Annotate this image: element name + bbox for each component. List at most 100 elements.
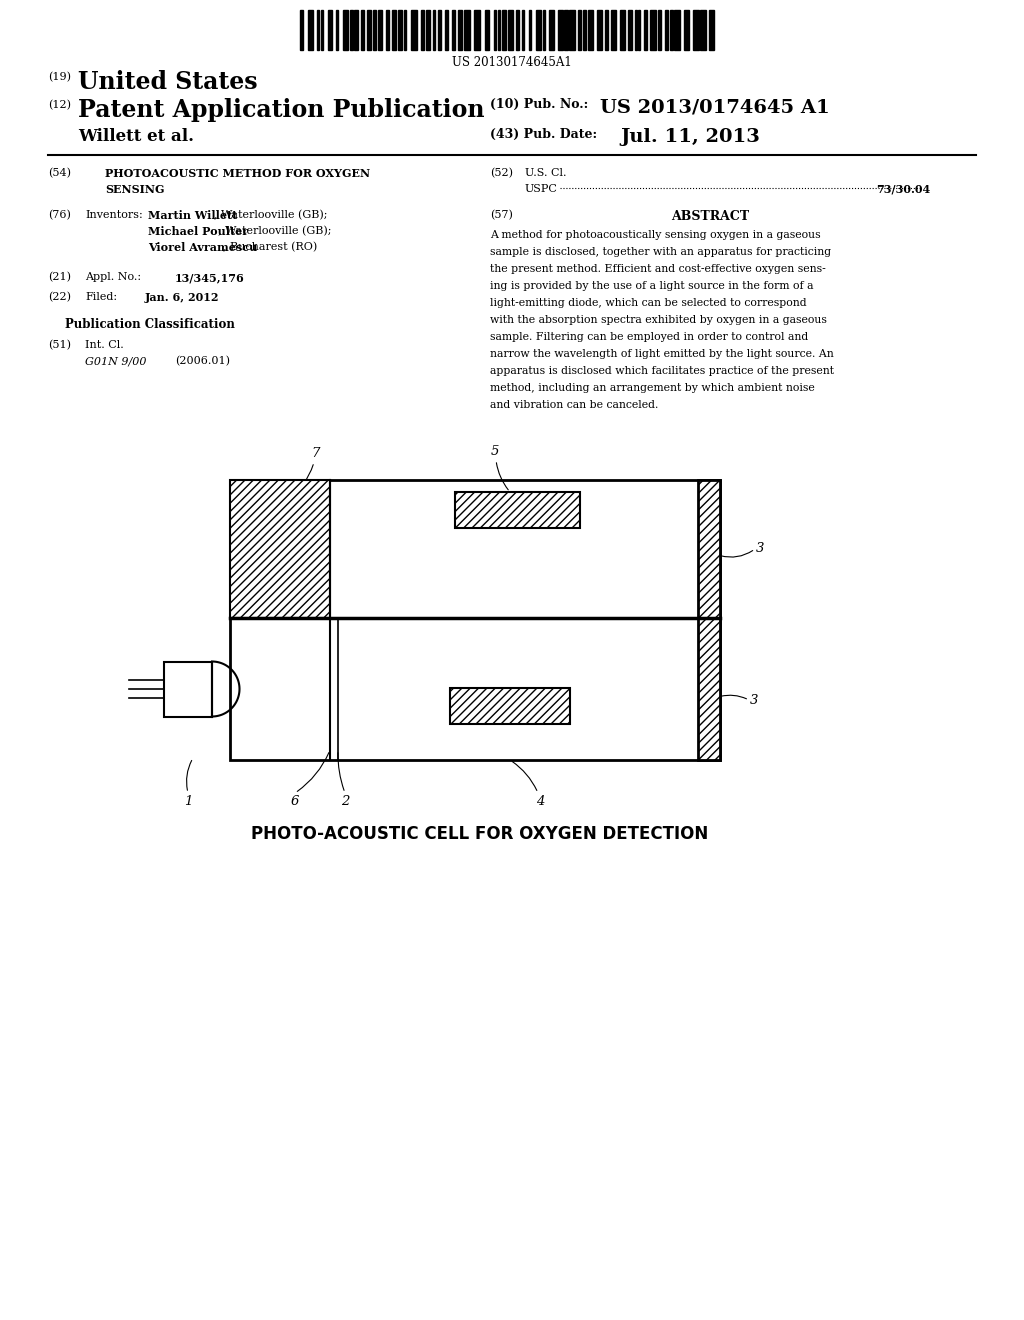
Bar [650, 11, 655, 50]
Bar [426, 11, 430, 50]
Bar [367, 11, 371, 50]
Text: Filed:: Filed: [85, 292, 117, 302]
Text: G01N 9/00: G01N 9/00 [85, 356, 146, 366]
Bar [438, 11, 440, 50]
Bar [328, 11, 332, 50]
Bar [433, 11, 435, 50]
Text: 7: 7 [312, 447, 321, 459]
Bar [397, 11, 402, 50]
Text: and vibration can be canceled.: and vibration can be canceled. [490, 400, 658, 411]
Text: Willett et al.: Willett et al. [78, 128, 194, 145]
Bar [657, 11, 662, 50]
Bar [628, 11, 632, 50]
Text: (21): (21) [48, 272, 71, 282]
Text: light-emitting diode, which can be selected to correspond: light-emitting diode, which can be selec… [490, 298, 807, 308]
Bar [392, 11, 396, 50]
Text: (54): (54) [48, 168, 71, 178]
Text: narrow the wavelength of light emitted by the light source. An: narrow the wavelength of light emitted b… [490, 348, 834, 359]
Bar [316, 11, 319, 50]
Bar [474, 11, 480, 50]
Text: ing is provided by the use of a light source in the form of a: ing is provided by the use of a light so… [490, 281, 813, 290]
Text: Int. Cl.: Int. Cl. [85, 341, 124, 350]
Bar [494, 11, 496, 50]
Text: Martin Willett: Martin Willett [148, 210, 238, 220]
Text: Viorel Avramescu: Viorel Avramescu [148, 242, 257, 253]
Text: 73/30.04: 73/30.04 [876, 183, 930, 195]
Text: United States: United States [78, 70, 258, 94]
Bar [484, 11, 488, 50]
Bar [709, 11, 715, 50]
Bar [666, 11, 669, 50]
Text: , Bucharest (RO): , Bucharest (RO) [223, 242, 317, 252]
Bar [343, 11, 348, 50]
Bar [583, 11, 586, 50]
Text: (76): (76) [48, 210, 71, 220]
Bar [464, 11, 470, 50]
Bar [360, 11, 365, 50]
Bar [336, 11, 338, 50]
Text: (19): (19) [48, 73, 71, 82]
Bar [611, 11, 616, 50]
Text: (51): (51) [48, 341, 71, 350]
Text: 13/345,176: 13/345,176 [175, 272, 245, 282]
Bar [644, 11, 647, 50]
Text: (52): (52) [490, 168, 513, 178]
Text: Martin Willett, Waterlooville (GB);: Martin Willett, Waterlooville (GB); [148, 210, 341, 220]
Bar [549, 11, 554, 50]
Bar [569, 11, 574, 50]
Bar [564, 11, 567, 50]
Text: (10) Pub. No.:: (10) Pub. No.: [490, 98, 588, 111]
Text: method, including an arrangement by which ambient noise: method, including an arrangement by whic… [490, 383, 815, 393]
Text: Michael Poulter: Michael Poulter [148, 226, 248, 238]
Bar [502, 11, 506, 50]
Bar [670, 11, 673, 50]
Bar [350, 11, 352, 50]
Text: A method for photoacoustically sensing oxygen in a gaseous: A method for photoacoustically sensing o… [490, 230, 820, 240]
Text: sample is disclosed, together with an apparatus for practicing: sample is disclosed, together with an ap… [490, 247, 831, 257]
Bar [230, 480, 330, 618]
Text: (43) Pub. Date:: (43) Pub. Date: [490, 128, 597, 141]
Bar [321, 11, 324, 50]
Text: Jul. 11, 2013: Jul. 11, 2013 [620, 128, 760, 147]
Bar [558, 11, 563, 50]
Bar [588, 11, 593, 50]
Text: , Waterlooville (GB);: , Waterlooville (GB); [218, 226, 332, 236]
Bar [635, 11, 637, 50]
Bar [421, 11, 424, 50]
Text: 6: 6 [291, 795, 299, 808]
Text: (12): (12) [48, 100, 71, 111]
Text: with the absorption spectra exhibited by oxygen in a gaseous: with the absorption spectra exhibited by… [490, 315, 826, 325]
Bar [455, 492, 580, 528]
Text: PHOTOACOUSTIC METHOD FOR OXYGEN: PHOTOACOUSTIC METHOD FOR OXYGEN [105, 168, 370, 180]
Text: , Waterlooville (GB);: , Waterlooville (GB); [214, 210, 328, 220]
Text: U.S. Cl.: U.S. Cl. [525, 168, 566, 178]
Text: Appl. No.:: Appl. No.: [85, 272, 141, 282]
Bar [373, 11, 376, 50]
Text: US 2013/0174645 A1: US 2013/0174645 A1 [600, 98, 829, 116]
Bar [230, 480, 720, 760]
Text: 3: 3 [750, 693, 759, 706]
Text: Jan. 6, 2012: Jan. 6, 2012 [145, 292, 219, 304]
Bar [693, 11, 698, 50]
Bar [498, 11, 500, 50]
Bar [411, 11, 417, 50]
Bar [684, 11, 689, 50]
Text: 4: 4 [536, 795, 544, 808]
Text: Inventors:: Inventors: [85, 210, 142, 220]
Text: the present method. Efficient and cost-effective oxygen sens-: the present method. Efficient and cost-e… [490, 264, 825, 275]
Text: 3: 3 [756, 541, 764, 554]
Text: (22): (22) [48, 292, 71, 302]
Text: 2: 2 [341, 795, 349, 808]
Text: USPC: USPC [525, 183, 558, 194]
Text: apparatus is disclosed which facilitates practice of the present: apparatus is disclosed which facilitates… [490, 366, 834, 376]
Bar [164, 661, 212, 717]
Bar [620, 11, 625, 50]
Bar [543, 11, 545, 50]
Bar [308, 11, 313, 50]
Bar [378, 11, 382, 50]
Bar [452, 11, 456, 50]
Bar [578, 11, 582, 50]
Bar [597, 11, 602, 50]
Bar [515, 11, 519, 50]
Text: US 20130174645A1: US 20130174645A1 [453, 55, 571, 69]
